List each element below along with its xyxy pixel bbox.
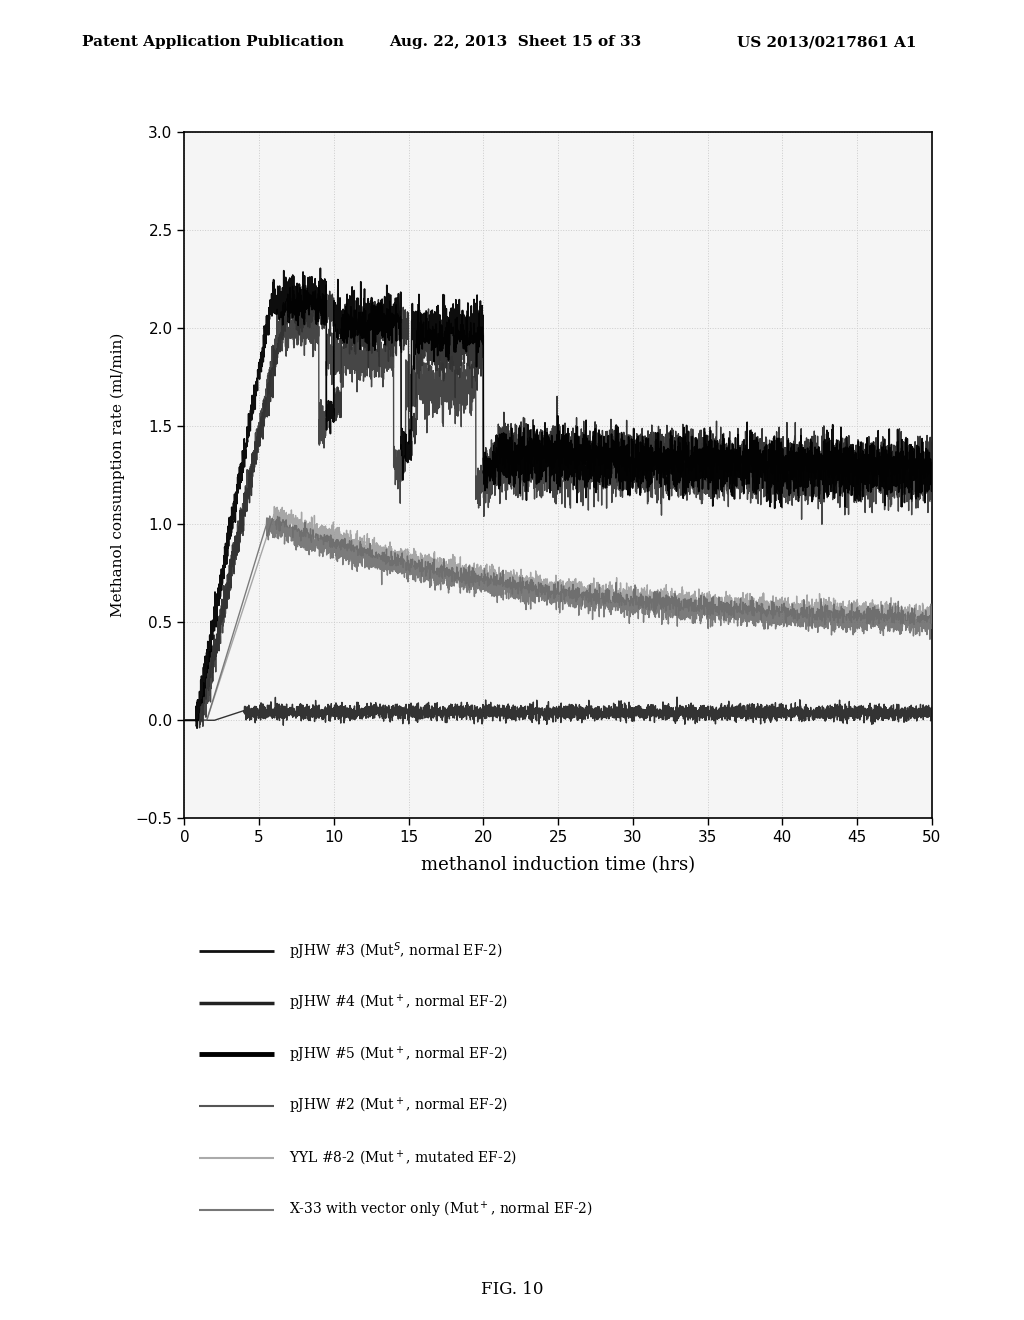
Text: Patent Application Publication: Patent Application Publication bbox=[82, 36, 344, 49]
Text: YYL #8-2 (Mut$^+$, mutated EF-2): YYL #8-2 (Mut$^+$, mutated EF-2) bbox=[289, 1148, 517, 1167]
Text: Aug. 22, 2013  Sheet 15 of 33: Aug. 22, 2013 Sheet 15 of 33 bbox=[389, 36, 641, 49]
Text: pJHW #2 (Mut$^+$, normal EF-2): pJHW #2 (Mut$^+$, normal EF-2) bbox=[289, 1096, 508, 1117]
Text: US 2013/0217861 A1: US 2013/0217861 A1 bbox=[737, 36, 916, 49]
Text: pJHW #3 (Mut$^S$, normal EF-2): pJHW #3 (Mut$^S$, normal EF-2) bbox=[289, 940, 503, 962]
Text: FIG. 10: FIG. 10 bbox=[480, 1280, 544, 1298]
Text: pJHW #4 (Mut$^+$, normal EF-2): pJHW #4 (Mut$^+$, normal EF-2) bbox=[289, 993, 508, 1012]
X-axis label: methanol induction time (hrs): methanol induction time (hrs) bbox=[421, 857, 695, 874]
Text: pJHW #5 (Mut$^+$, normal EF-2): pJHW #5 (Mut$^+$, normal EF-2) bbox=[289, 1044, 508, 1064]
Y-axis label: Methanol consumption rate (ml/min): Methanol consumption rate (ml/min) bbox=[111, 333, 125, 618]
Text: X-33 with vector only (Mut$^+$, normal EF-2): X-33 with vector only (Mut$^+$, normal E… bbox=[289, 1200, 593, 1220]
